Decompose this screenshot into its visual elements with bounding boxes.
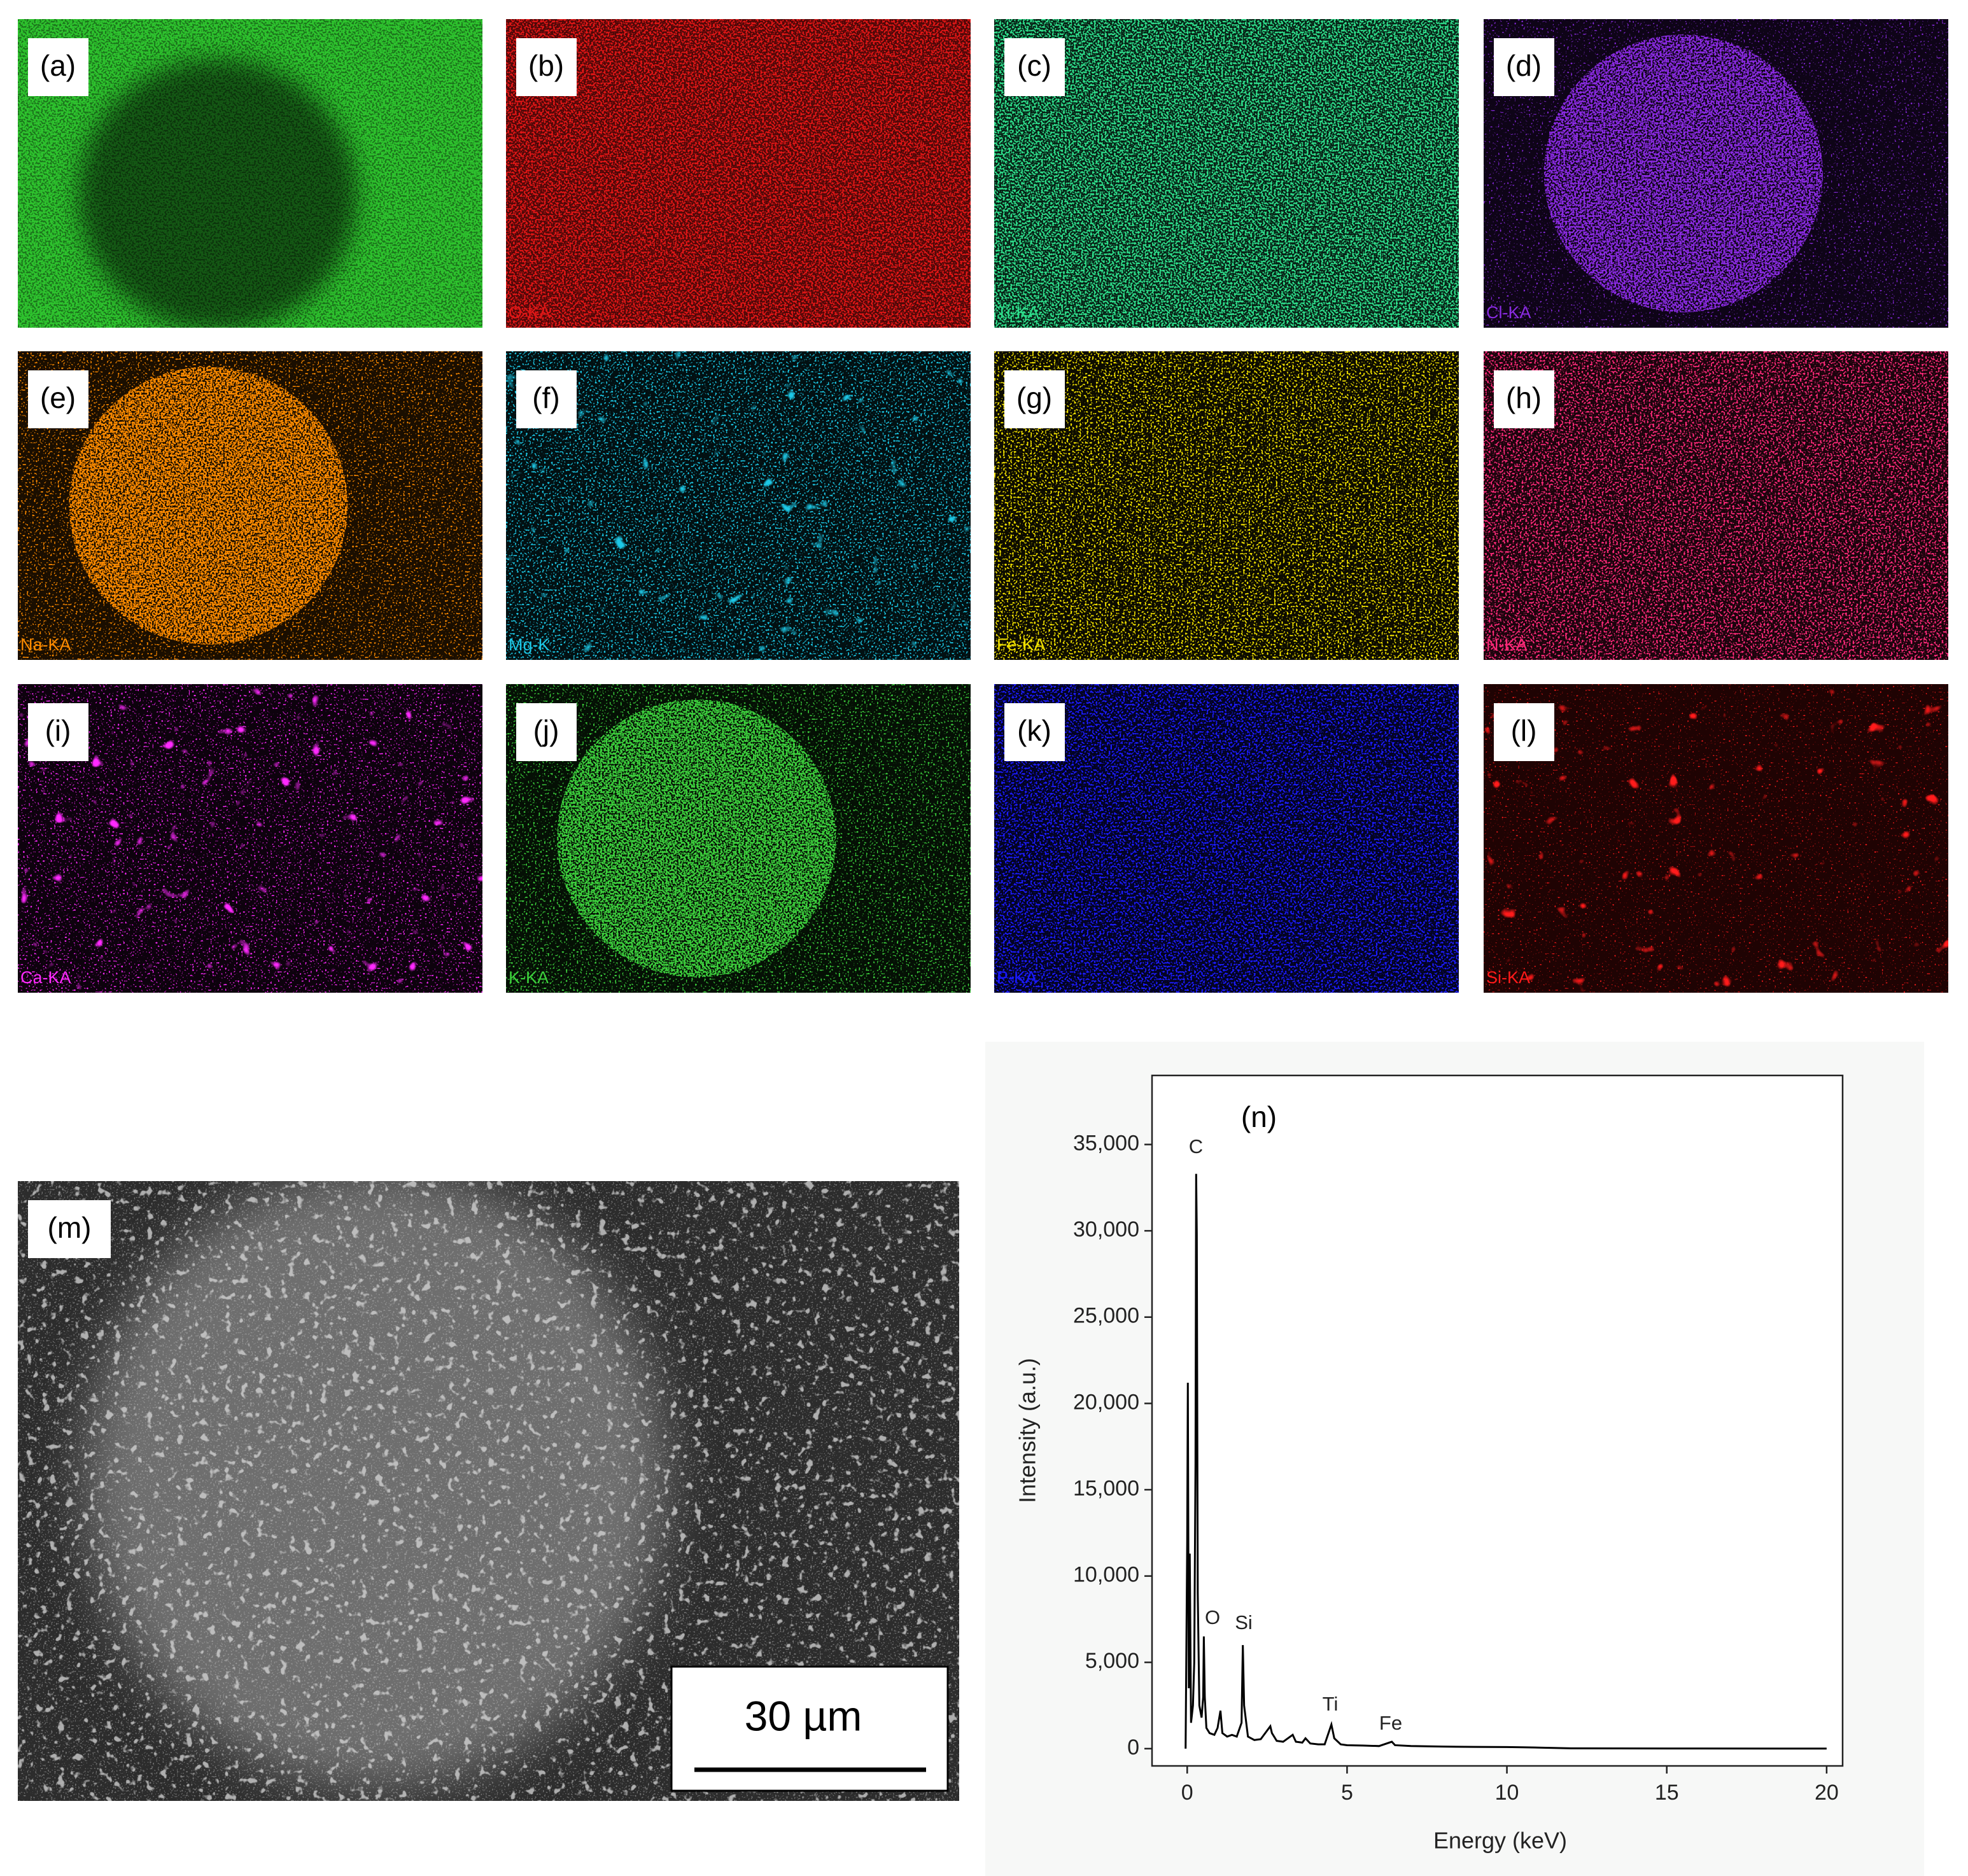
- map-region: [78, 59, 357, 328]
- y-tick-label: 10,000: [1073, 1563, 1139, 1587]
- element-map: (c) Ti-KA: [994, 19, 1459, 328]
- panel-label-box: [1004, 703, 1065, 761]
- y-tick-label: 5,000: [1085, 1649, 1139, 1673]
- panel-label: (f): [532, 381, 559, 414]
- element-label: Si-KA: [1486, 968, 1530, 987]
- peak-annotation: C: [1189, 1135, 1203, 1158]
- panel-label: (k): [1017, 714, 1051, 747]
- y-axis-label: Intensity (a.u.): [1015, 1358, 1041, 1503]
- panel-label: (d): [1506, 49, 1542, 82]
- panel-label: (j): [533, 714, 559, 747]
- map-speckle: [506, 19, 971, 328]
- panel-label: (m): [48, 1211, 92, 1244]
- sem-image: (m) 30 µm: [18, 1181, 959, 1801]
- plot-frame: [1151, 1074, 1844, 1767]
- panel-label-box: [28, 703, 88, 761]
- element-label: O-KA: [509, 303, 551, 322]
- scale-bar-label: 30 µm: [745, 1692, 862, 1739]
- map-region: [69, 367, 348, 645]
- peak-annotation: O: [1205, 1606, 1220, 1628]
- panel-label-box: [1494, 38, 1554, 96]
- peak-annotation: Ti: [1323, 1693, 1339, 1715]
- panel-label: (g): [1016, 381, 1052, 414]
- panel-label: (i): [45, 714, 71, 747]
- panel-label: (c): [1017, 49, 1051, 82]
- panel-label-box: [1494, 370, 1554, 428]
- x-tick-label: 10: [1495, 1781, 1519, 1805]
- element-label: Ti-KA: [997, 303, 1039, 322]
- element-map: (l) Si-KA: [1484, 684, 1948, 993]
- map-speckle: [994, 19, 1459, 328]
- panel-label: (a): [40, 49, 76, 82]
- element-map: (d) Cl-KA: [1484, 19, 1948, 328]
- element-label: P-KA: [997, 968, 1037, 987]
- element-map: (k) P-KA: [994, 684, 1459, 993]
- map-region: [1543, 34, 1823, 312]
- panel-label: (e): [40, 381, 76, 414]
- element-map: (g) Fe-KA: [994, 351, 1459, 660]
- element-map: (h) N-KA: [1484, 351, 1948, 660]
- element-label: Ca-KA: [20, 968, 71, 987]
- y-tick-label: 35,000: [1073, 1131, 1139, 1155]
- y-tick-label: 0: [1127, 1735, 1139, 1760]
- peak-annotation: Si: [1235, 1611, 1253, 1634]
- element-label: Na-KA: [20, 635, 71, 654]
- map-speckle: [1484, 351, 1948, 660]
- element-label: C-KA: [20, 303, 62, 322]
- element-label: N-KA: [1486, 635, 1528, 654]
- element-label: Cl-KA: [1486, 303, 1531, 322]
- panel-label: (b): [528, 49, 564, 82]
- panel-label-box: [516, 703, 577, 761]
- element-label: Fe-KA: [997, 635, 1046, 654]
- x-tick-label: 0: [1181, 1781, 1193, 1805]
- y-tick-label: 25,000: [1073, 1304, 1139, 1328]
- panel-label-box: [28, 1200, 111, 1258]
- x-tick-label: 15: [1655, 1781, 1679, 1805]
- panel-label: (h): [1506, 381, 1542, 414]
- panel-label-box: [1004, 38, 1065, 96]
- x-tick-label: 5: [1341, 1781, 1353, 1805]
- map-speckle: [994, 684, 1459, 993]
- map-particles: [506, 351, 971, 660]
- x-axis-label: Energy (keV): [1433, 1828, 1567, 1854]
- peak-annotation: Fe: [1379, 1712, 1402, 1734]
- element-map: (e) Na-KA: [18, 351, 482, 660]
- panel-label: (n): [1241, 1100, 1277, 1133]
- element-map: (b) O-KA: [506, 19, 971, 328]
- map-particles: [18, 684, 482, 993]
- panel-label-box: [1004, 370, 1065, 428]
- x-tick-label: 20: [1815, 1781, 1839, 1805]
- element-map: (j) K-KA: [506, 684, 971, 993]
- element-map: (f) Mg-K: [506, 351, 971, 660]
- y-tick-label: 30,000: [1073, 1217, 1139, 1242]
- map-speckle: [994, 351, 1459, 660]
- panel-label-box: [516, 38, 577, 96]
- panel-label-box: [516, 370, 577, 428]
- element-label: K-KA: [509, 968, 549, 987]
- panel-label: (l): [1511, 714, 1537, 747]
- panel-label-box: [1494, 703, 1554, 761]
- panel-label-box: [28, 38, 88, 96]
- panel-label-box: [28, 370, 88, 428]
- map-region: [557, 699, 836, 977]
- y-tick-label: 20,000: [1073, 1390, 1139, 1414]
- element-map: (a) C-KA: [18, 19, 482, 328]
- map-particles: [1484, 684, 1948, 993]
- element-map: (i) Ca-KA: [18, 684, 482, 993]
- y-tick-label: 15,000: [1073, 1476, 1139, 1501]
- spectrum-line: [1184, 1173, 1827, 1750]
- element-label: Mg-K: [509, 635, 550, 654]
